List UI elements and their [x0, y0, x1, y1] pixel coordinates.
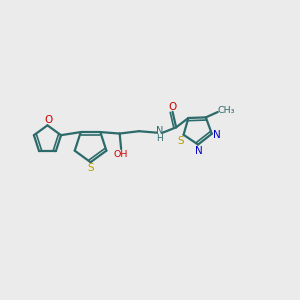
Text: H: H — [156, 134, 163, 143]
Text: N: N — [213, 130, 221, 140]
Text: O: O — [44, 115, 52, 125]
Text: S: S — [177, 136, 184, 146]
Text: N: N — [156, 126, 164, 136]
Text: N: N — [195, 146, 203, 156]
Text: O: O — [168, 101, 177, 112]
Text: CH₃: CH₃ — [217, 106, 235, 115]
Text: S: S — [87, 163, 94, 173]
Text: OH: OH — [114, 150, 128, 159]
